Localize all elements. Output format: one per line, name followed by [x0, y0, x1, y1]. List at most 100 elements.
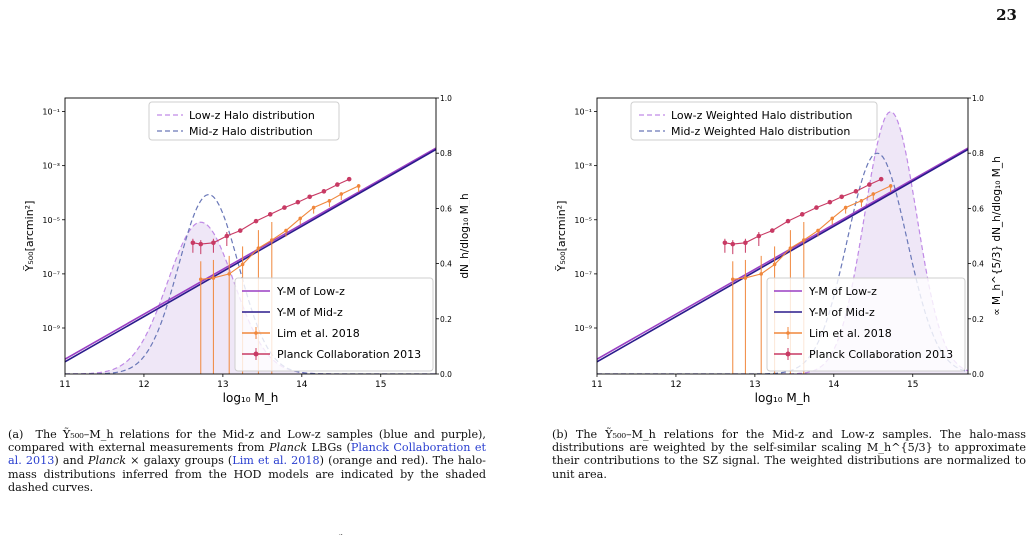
planck-point [198, 241, 204, 247]
y-right-tick-label: 0.4 [440, 260, 452, 269]
legend-top-entry: Mid-z Weighted Halo distribution [671, 125, 850, 138]
planck-point [237, 228, 243, 233]
lim-series-line [732, 185, 891, 280]
lim-point [339, 192, 344, 196]
y-right-tick-label: 0.0 [972, 370, 984, 379]
lim-point [198, 277, 203, 282]
y-right-tick-label: 0.8 [440, 149, 452, 158]
lim-point [298, 216, 303, 221]
citation-lim[interactable]: Lim et al. 2018 [232, 454, 320, 468]
legend-top: Low-z Weighted Halo distribution Mid-z We… [630, 101, 878, 141]
y-right-tick-label: 0.6 [440, 204, 452, 213]
legend-bottom-entry: Y-M of Low-z [276, 285, 345, 298]
x-tick-label: 11 [59, 380, 70, 390]
legend-bottom-entry: Planck Collaboration 2013 [277, 348, 421, 361]
planck-point [253, 218, 259, 224]
planck-point [878, 176, 884, 182]
lim-point [240, 262, 245, 267]
planck-point [267, 212, 273, 217]
halo-mid-curve [597, 152, 968, 374]
legend-top-box [630, 101, 878, 141]
x-tick-label: 15 [907, 380, 918, 390]
lim-point [327, 199, 332, 203]
planck-point [853, 189, 859, 194]
citation-planck[interactable]: Planck Collaboration et al. 2013 [8, 441, 486, 468]
caption-b: (b) The Ỹ₅₀₀–M_h relations for the Mid-z… [552, 428, 1026, 481]
x-axis-label: log₁₀ M_h [223, 391, 279, 405]
planck-point [224, 233, 230, 239]
legend-top-entry: Low-z Weighted Halo distribution [671, 109, 852, 122]
figure-panel-b: 11 12 13 14 15 10⁻¹ 10⁻³ 10⁻⁵ 10⁻⁷ 10⁻⁹ 1.0 0.8 0.6 0… [555, 94, 1003, 405]
lim-point [759, 272, 763, 276]
legend-bottom: Y-M of Low-z Y-M of Mid-z Lim et al. 2018 P… [766, 277, 966, 372]
lim-point [356, 184, 361, 188]
planck-point [321, 189, 327, 194]
planck-point [295, 199, 301, 205]
halo-low-curve [65, 221, 436, 374]
y-axis-label: Ỹ₅₀₀[arcmin²] [23, 201, 36, 273]
legend-top-entry: Mid-z Halo distribution [189, 125, 313, 138]
x-axis-label: log₁₀ M_h [755, 391, 811, 405]
y-tick-label: 10⁻⁹ [574, 324, 592, 333]
legend-bottom-swatch-marker [253, 351, 259, 357]
legend-bottom-box [766, 277, 966, 372]
y-tick-label: 10⁻⁹ [42, 324, 60, 333]
x-tick-label: 15 [375, 380, 386, 390]
planck-point [814, 205, 819, 210]
y-tick-label: 10⁻⁷ [42, 270, 60, 279]
lim-point [256, 246, 261, 250]
ym-low-line [65, 147, 436, 360]
lim-point [830, 216, 835, 221]
planck-point [190, 240, 196, 246]
halo-low-curve [597, 111, 968, 374]
y-right-tick-label: 1.0 [440, 94, 452, 103]
planck-point [307, 194, 313, 200]
lim-point [743, 276, 748, 280]
planck-point [839, 194, 845, 200]
y-right-tick-label: 0.6 [972, 204, 984, 213]
lim-point [888, 184, 893, 188]
legend-bottom-swatch-marker [785, 351, 791, 357]
lim-point [843, 205, 848, 210]
legend-top: Low-z Halo distribution Mid-z Halo distri… [148, 101, 340, 141]
y-tick-label: 10⁻³ [42, 162, 60, 171]
lim-point [772, 262, 777, 267]
y-right-axis-label: ∝ M_h^{5/3} dN_h/dlog₁₀ M_h [991, 156, 1003, 316]
y-tick-label: 10⁻⁵ [574, 216, 592, 225]
planck-point [867, 182, 872, 187]
legend-bottom-swatch-marker [254, 331, 258, 335]
legend-bottom-box [234, 277, 434, 372]
figure-panel-a: 11 12 13 14 15 10⁻¹ 10⁻³ 10⁻⁵ 10⁻⁷ 10⁻⁹ 1.0 0.8 0.6 0… [23, 94, 470, 405]
lim-point [311, 205, 316, 210]
lim-point [802, 238, 806, 242]
legend-bottom-entry: Y-M of Mid-z [808, 306, 875, 319]
planck-point [211, 240, 216, 246]
y-tick-label: 10⁻⁵ [42, 216, 60, 225]
legend-bottom-entry: Lim et al. 2018 [277, 327, 360, 340]
plot-area [65, 147, 436, 374]
lim-point [211, 276, 216, 280]
lim-series-line [200, 185, 359, 280]
planck-point [346, 176, 352, 182]
planck-point [785, 218, 791, 224]
x-tick-label: 12 [138, 380, 149, 390]
legend-top-entry: Low-z Halo distribution [189, 109, 315, 122]
lim-point [871, 192, 876, 196]
lim-point [859, 199, 864, 203]
cut-off-text: ˜ [338, 534, 344, 544]
plot-frame [64, 97, 437, 375]
y-right-tick-label: 0.4 [972, 260, 984, 269]
legend-bottom-entry: Y-M of Mid-z [276, 306, 343, 319]
y-axis-label: Ỹ₅₀₀[arcmin²] [555, 201, 568, 273]
page-number: 23 [996, 6, 1017, 24]
caption-a: (a) The Ỹ₅₀₀–M_h relations for the Mid-z… [8, 428, 486, 494]
x-tick-label: 13 [749, 380, 760, 390]
y-right-tick-label: 0.2 [972, 315, 984, 324]
x-tick-label: 14 [828, 380, 840, 390]
legend-top-box [148, 101, 340, 141]
y-tick-label: 10⁻³ [574, 162, 592, 171]
planck-point [827, 199, 833, 205]
lim-point [270, 238, 274, 242]
y-right-tick-label: 1.0 [972, 94, 984, 103]
lim-point [227, 272, 231, 276]
